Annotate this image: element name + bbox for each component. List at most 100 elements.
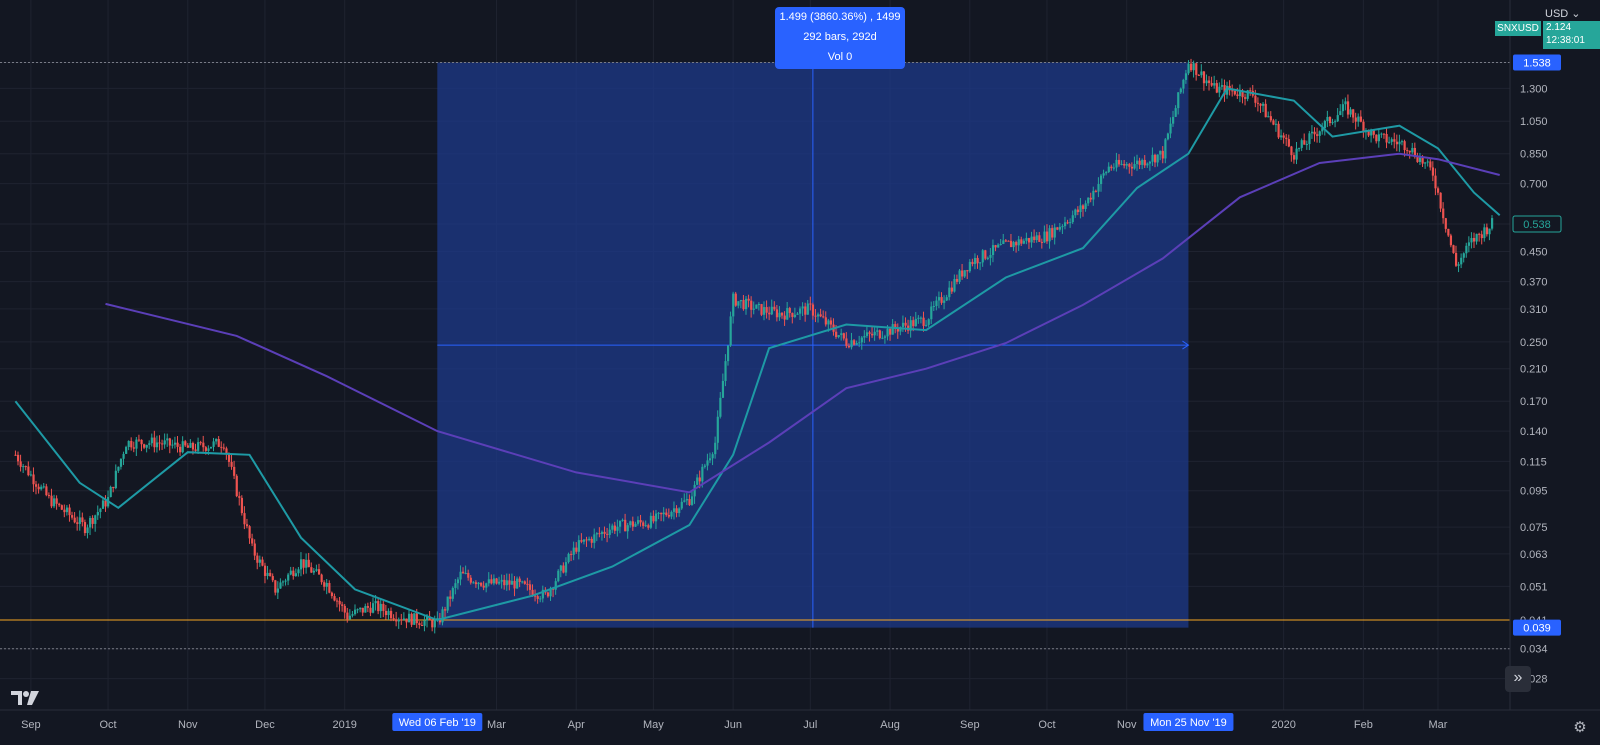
candle-body	[459, 571, 462, 580]
candle-body	[1107, 166, 1110, 172]
candle-body	[781, 312, 784, 316]
candle-body	[1148, 161, 1152, 164]
candle-body	[1393, 139, 1396, 142]
candle-body	[171, 444, 174, 446]
candle-body	[1362, 121, 1365, 133]
candle-body	[63, 509, 66, 513]
candle-body	[371, 603, 375, 613]
candle-body	[1205, 80, 1208, 84]
candle-body	[444, 609, 447, 611]
candle-body	[248, 526, 251, 539]
candle-body	[896, 328, 899, 332]
candle-body	[1053, 227, 1056, 238]
candle-body	[1025, 238, 1028, 241]
candle-body	[1133, 164, 1136, 169]
candle-body	[446, 596, 449, 611]
candle-body	[194, 449, 197, 451]
candle-body	[104, 500, 107, 507]
candle-body	[312, 570, 316, 573]
measure-change: 1.499 (3860.36%) , 1499	[779, 11, 901, 23]
y-tick-label: 0.450	[1520, 247, 1548, 259]
candle-body	[1377, 134, 1381, 142]
candle-body	[346, 612, 349, 620]
candle-body	[1436, 188, 1440, 193]
candle-body	[621, 519, 624, 521]
candle-body	[1413, 147, 1417, 157]
currency-dropdown[interactable]: USD ⌄	[1545, 4, 1595, 24]
candle-body	[1105, 171, 1108, 174]
candle-body	[1128, 164, 1131, 167]
candle-body	[775, 309, 779, 318]
candle-body	[1094, 190, 1098, 192]
candle-body	[287, 574, 290, 581]
candle-body	[639, 520, 642, 523]
candle-body	[191, 442, 195, 450]
candle-body	[1298, 147, 1301, 149]
candle-body	[230, 461, 233, 467]
candle-body	[279, 582, 282, 589]
candle-body	[17, 454, 20, 462]
candle-body	[32, 474, 35, 485]
candle-body	[109, 486, 112, 498]
candle-body	[495, 578, 498, 584]
candle-body	[1264, 103, 1267, 118]
candle-body	[40, 486, 43, 490]
candle-body	[299, 559, 303, 570]
candle-body	[595, 533, 598, 535]
candle-body	[1334, 121, 1337, 123]
candle-body	[1061, 226, 1064, 228]
candle-body	[449, 596, 452, 599]
candle-body	[405, 618, 408, 623]
candle-body	[1282, 135, 1285, 138]
y-tick-label: 0.115	[1520, 456, 1547, 468]
low-price-badge-bg	[1513, 619, 1561, 636]
candle-body	[824, 317, 827, 325]
candle-body	[672, 508, 676, 512]
start-date-badge-text: Wed 06 Feb '19	[399, 717, 476, 729]
candle-body	[1063, 222, 1067, 227]
candle-body	[1218, 86, 1221, 93]
candle-body	[1151, 154, 1154, 162]
candle-body	[523, 581, 526, 584]
scroll-to-realtime-button[interactable]: »	[1505, 666, 1531, 692]
candle-body	[482, 585, 485, 588]
end-date-badge-text: Mon 25 Nov '19	[1150, 717, 1227, 729]
candle-body	[636, 520, 640, 524]
candle-body	[1462, 253, 1465, 258]
candle-body	[366, 606, 370, 608]
candle-body	[1071, 215, 1074, 223]
candle-body	[269, 572, 272, 577]
candle-body	[1172, 116, 1175, 124]
candle-body	[719, 397, 722, 417]
candle-body	[1454, 252, 1458, 266]
candle-body	[485, 583, 488, 588]
candle-body	[1272, 120, 1275, 125]
ema-line	[14, 87, 1501, 622]
candle-body	[521, 581, 524, 583]
candle-body	[1017, 239, 1020, 246]
candle-body	[1159, 150, 1162, 155]
candle-body	[763, 307, 766, 315]
candle-body	[860, 337, 863, 343]
candle-body	[22, 466, 25, 468]
candle-body	[1424, 162, 1427, 164]
gear-icon[interactable]: ⚙	[1573, 719, 1587, 736]
candle-body	[310, 567, 313, 573]
candle-body	[1202, 71, 1206, 84]
candle-body	[1465, 245, 1468, 254]
tradingview-logo-icon	[11, 691, 39, 705]
candle-body	[364, 606, 367, 613]
candle-body	[253, 543, 256, 556]
candle-body	[654, 513, 658, 522]
candle-body	[220, 446, 223, 448]
candle-body	[35, 484, 38, 487]
candle-body	[456, 579, 460, 584]
candle-body	[50, 495, 53, 507]
candle-body	[238, 496, 241, 498]
candle-body	[68, 507, 71, 516]
candle-body	[1009, 240, 1013, 248]
candle-body	[1388, 141, 1391, 143]
y-tick-label: 1.300	[1520, 83, 1548, 95]
